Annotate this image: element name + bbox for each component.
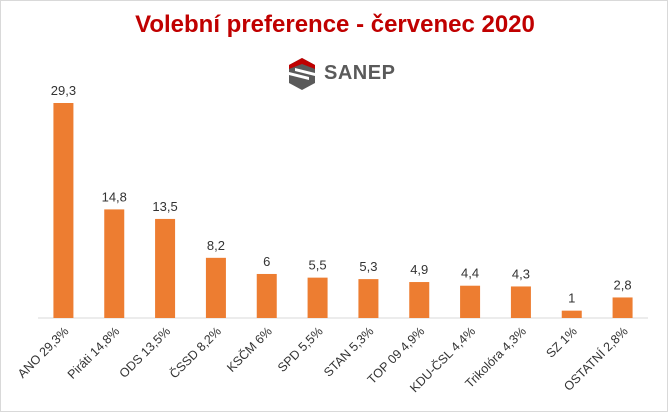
value-label-3: 13,5 [152,199,177,214]
bar-3 [155,218,176,318]
bar-7 [358,279,379,318]
value-label-7: 5,3 [359,259,377,274]
bar-11 [561,310,582,318]
category-label-1: ANO 29,3% [15,324,72,381]
bar-10 [510,286,531,318]
bar-1 [53,103,74,318]
value-label-8: 4,9 [410,262,428,277]
logo-text: SANEP [324,62,396,84]
category-label-7: STAN 5,3% [321,324,376,379]
sanep-s-logo-icon [289,58,315,90]
sanep-logo: SANEP [284,54,404,94]
category-label-6: SPD 5,5% [275,324,326,375]
category-label-5: KSČM 6% [223,324,274,375]
value-label-2: 14,8 [102,189,127,204]
value-label-11: 1 [568,291,575,306]
value-label-1: 29,3 [51,83,76,98]
category-label-3: ODS 13,5% [117,324,174,381]
value-label-9: 4,4 [461,266,479,281]
category-label-4: ČSSD 8,2% [166,324,224,382]
value-label-5: 6 [263,254,270,269]
chart-title: Volební preference - červenec 2020 [135,11,535,38]
bar-5 [256,273,277,318]
bars-layer [53,103,633,318]
bar-8 [409,282,430,318]
category-label-2: Piráti 14,8% [65,324,123,382]
bar-9 [460,285,481,318]
value-label-6: 5,5 [309,258,327,273]
bar-4 [205,257,226,318]
bar-6 [307,277,328,318]
bar-2 [104,209,125,318]
value-label-4: 8,2 [207,238,225,253]
value-labels-layer: 29,3 14,8 13,5 8,2 6 5,5 5,3 4,9 4,4 4,3 1 2,8 [51,83,632,306]
value-label-10: 4,3 [512,266,530,281]
category-label-11: SZ 1% [543,324,579,360]
value-label-12: 2,8 [614,277,632,292]
category-labels-layer: ANO 29,3%Piráti 14,8%ODS 13,5%ČSSD 8,2% K… [15,324,631,396]
bar-12 [612,297,633,318]
